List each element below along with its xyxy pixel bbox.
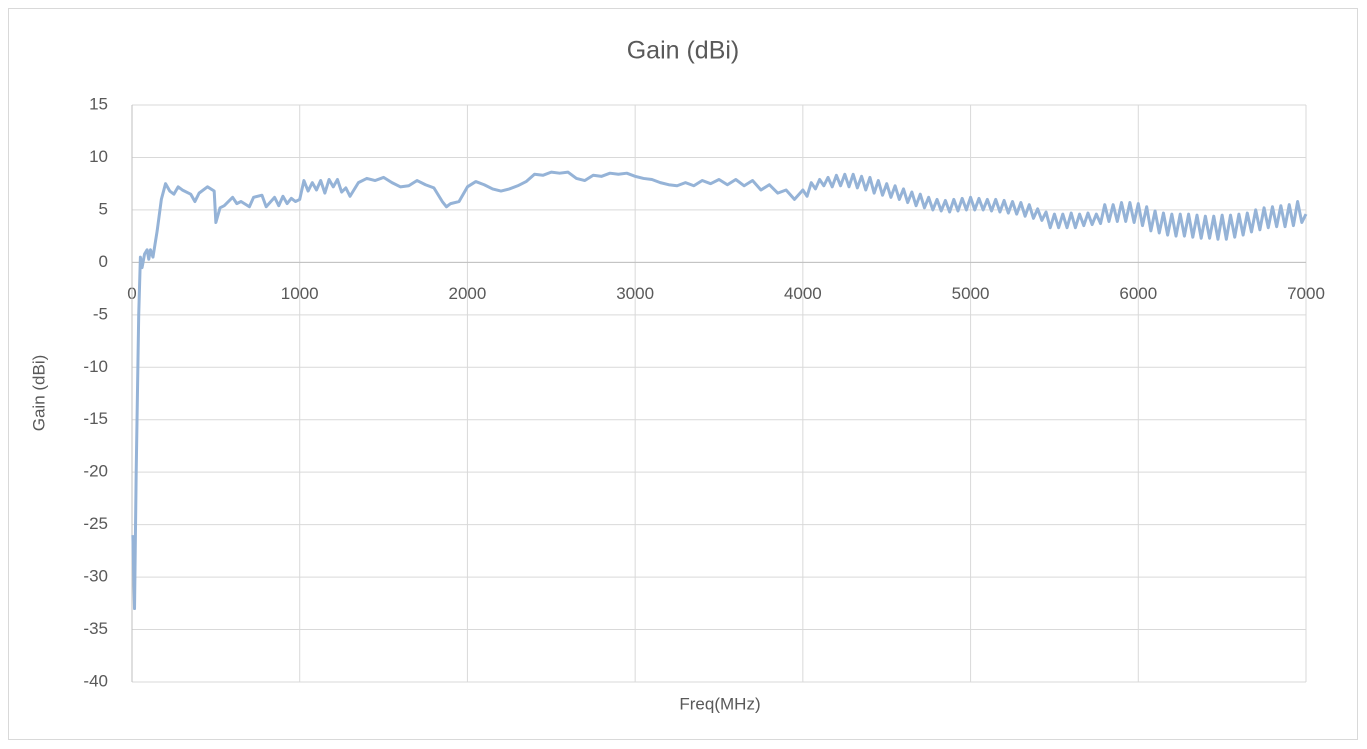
y-tick-label: -25 (83, 514, 108, 533)
x-axis-title: Freq(MHz) (679, 694, 760, 713)
y-tick-label: 5 (99, 199, 108, 218)
y-tick-label: -30 (83, 567, 108, 586)
data-line (131, 170, 1308, 611)
y-tick-label: -40 (83, 671, 108, 690)
y-tick-label: -35 (83, 619, 108, 638)
y-tick-label: 15 (89, 94, 108, 113)
x-tick-label: 2000 (449, 284, 487, 303)
x-tick-label: 3000 (616, 284, 654, 303)
y-tick-label: 0 (99, 252, 108, 271)
chart-border (8, 8, 1358, 740)
x-tick-label: 4000 (784, 284, 822, 303)
y-tick-label: -10 (83, 357, 108, 376)
x-tick-label: 5000 (952, 284, 990, 303)
y-tick-label: -5 (93, 304, 108, 323)
y-tick-label: -15 (83, 409, 108, 428)
y-tick-label: -20 (83, 462, 108, 481)
chart-title: Gain (dBi) (627, 37, 740, 65)
x-tick-label: 1000 (281, 284, 319, 303)
y-axis-title: Gain (dBi) (29, 355, 48, 432)
x-tick-label: 6000 (1119, 284, 1157, 303)
y-tick-label: 10 (89, 147, 108, 166)
x-tick-label: 7000 (1287, 284, 1325, 303)
